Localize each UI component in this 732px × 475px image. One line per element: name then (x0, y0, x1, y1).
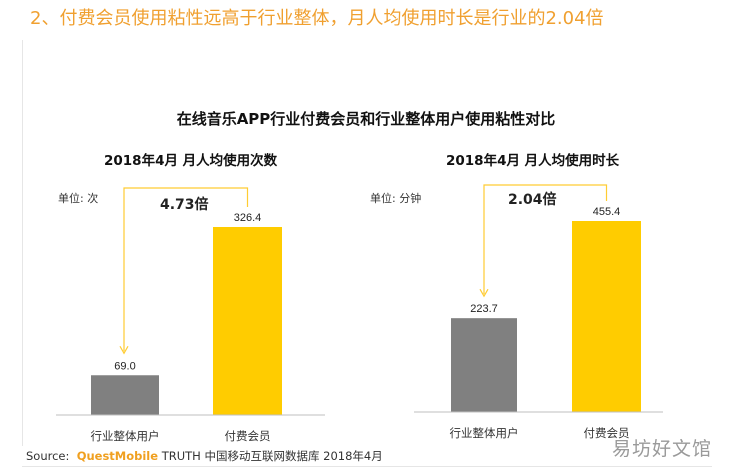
chart-2-unit: 单位: 分钟 (370, 192, 422, 205)
chart-2-ratio: 2.04倍 (508, 192, 557, 208)
divider-left (22, 40, 23, 446)
section-heading: 2、付费会员使用粘性远高于行业整体，月人均使用时长是行业的2.04倍 (30, 8, 604, 29)
chart-2-value-label-1: 223.7 (470, 303, 498, 315)
chart-1-value-label-1: 69.0 (114, 360, 135, 372)
chart-main-title: 在线音乐APP行业付费会员和行业整体用户使用粘性对比 (176, 110, 556, 128)
source-brand: QuestMobile (76, 449, 159, 463)
chart-2-bar-2 (572, 221, 641, 412)
chart-1-ratio-connector (123, 187, 249, 352)
chart-2-title: 2018年4月 月人均使用时长 (446, 153, 620, 169)
chart-2-category-label-2: 付费会员 (584, 426, 630, 440)
source-line: Source: QuestMobile TRUTH 中国移动互联网数据库 201… (26, 448, 383, 464)
source-rest: TRUTH 中国移动互联网数据库 2018年4月 (161, 449, 383, 463)
chart-2-ratio-arrowhead (479, 288, 489, 298)
chart-1-unit: 单位: 次 (58, 192, 99, 205)
chart-2-ratio-connector (483, 184, 608, 295)
chart-1-bar-2 (213, 227, 282, 415)
chart-1-bar-1 (91, 375, 159, 415)
chart-1-title: 2018年4月 月人均使用次数 (104, 153, 278, 169)
chart-1-category-label-2: 付费会员 (225, 429, 271, 443)
chart-1-ratio: 4.73倍 (160, 197, 209, 213)
chart-1-category-label-1: 行业整体用户 (91, 429, 160, 443)
watermark: 易坊好文馆 (611, 438, 712, 460)
chart-1-value-label-2: 326.4 (234, 212, 262, 224)
chart-1-ratio-arrowhead (119, 345, 129, 355)
chart-2-bar-1 (451, 318, 517, 412)
chart-2-value-label-2: 455.4 (593, 206, 621, 218)
divider-bottom (22, 466, 712, 467)
chart-2-category-label-1: 行业整体用户 (450, 426, 519, 440)
source-prefix: Source: (26, 449, 70, 463)
